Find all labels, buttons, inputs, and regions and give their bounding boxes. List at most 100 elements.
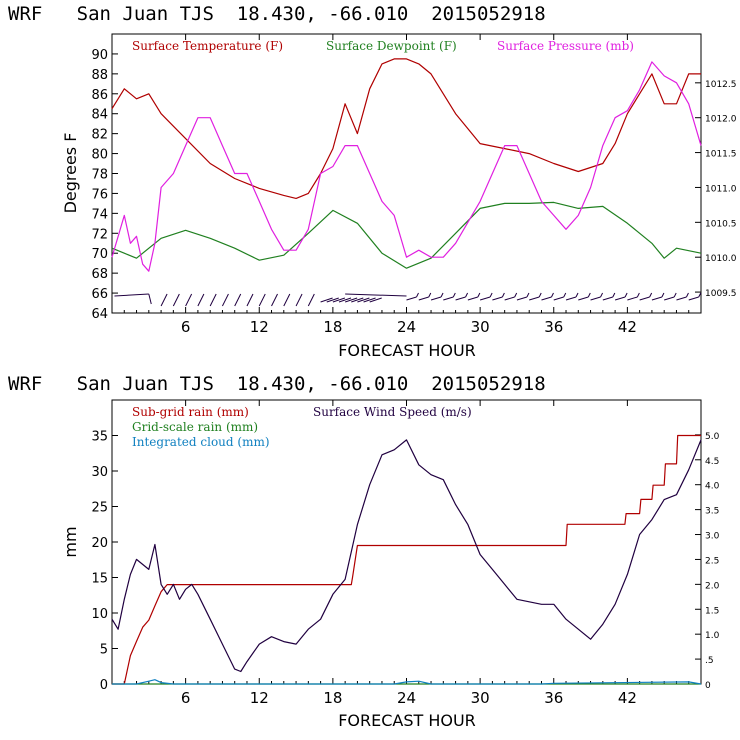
wind-barb: [538, 292, 542, 298]
wind-barb: [686, 292, 689, 298]
wind-barb: [489, 292, 493, 298]
wind-barb: [416, 292, 419, 298]
y-tick-label: 76: [91, 187, 108, 202]
y-tick-label: 80: [91, 148, 108, 163]
wind-barb: [283, 293, 291, 307]
wind-barb: [320, 297, 333, 303]
y2-tick-label: 1010.0: [705, 254, 737, 264]
legend-surface-pressure: Surface Pressure (mb): [497, 39, 634, 53]
y2-tick-label: 5.0: [705, 432, 720, 442]
legend-subgrid-rain: Sub-grid rain (mm): [132, 405, 249, 419]
wind-barb: [295, 293, 303, 307]
wind-barb: [639, 296, 650, 301]
y-tick-label: 20: [91, 536, 108, 551]
wind-barb: [649, 292, 653, 298]
wind-barb: [452, 292, 456, 298]
y2-tick-label: 1012.5: [705, 80, 737, 90]
series-group-bottom: [111, 434, 702, 685]
y-tick-label: 66: [91, 287, 108, 302]
series-line-integrated-cloud: [112, 679, 702, 685]
wind-barb: [351, 297, 364, 303]
wind-barb: [541, 296, 552, 301]
legend-surface-wind-speed: Surface Wind Speed (m/s): [313, 405, 472, 419]
x-tick-label: 12: [250, 318, 269, 336]
y2-tick-label: 1012.0: [705, 115, 737, 125]
wind-barb: [578, 296, 589, 301]
series-group-top: [111, 58, 702, 272]
y-tick-label: 5: [100, 643, 108, 658]
x-tick-label: 30: [471, 689, 490, 707]
y2-tick-label: 1010.5: [705, 219, 737, 229]
y2-tick-label: 3.5: [705, 507, 719, 517]
y-tick-label: 88: [91, 68, 108, 83]
wind-barb: [114, 293, 149, 297]
legend-gridscale-rain: Grid-scale rain (mm): [132, 420, 258, 434]
x-tick-label: 12: [250, 689, 269, 707]
wind-barb: [551, 292, 554, 298]
wind-barb: [492, 296, 503, 301]
x-axis-title-top: FORECAST HOUR: [338, 341, 476, 360]
wind-barb: [443, 296, 454, 301]
wind-barb: [148, 293, 152, 305]
wind-barb: [406, 296, 417, 301]
y-tick-label: 64: [91, 307, 108, 322]
wind-barb: [363, 297, 376, 303]
wind-barb: [651, 296, 663, 301]
wind-barb: [661, 292, 665, 298]
wind-barb: [636, 292, 640, 298]
axes-top: 6 12 18 24 30 36 42 64 66 68 70 72 74 76 78 80 82 84 86 88 9…: [91, 34, 737, 336]
wind-barb: [160, 293, 168, 307]
series-line-surface-temperature: [111, 58, 701, 199]
legend-surface-dewpoint: Surface Dewpoint (F): [326, 39, 457, 53]
y2-tick-label: 3.0: [705, 532, 720, 542]
y2-tick-label: 1011.5: [705, 150, 737, 160]
y2-tick-label: .5: [705, 656, 714, 666]
y-tick-label: 72: [91, 227, 108, 242]
y-tick-label: 74: [91, 207, 108, 222]
wind-barb: [477, 292, 481, 298]
y-tick-label: 35: [91, 430, 108, 445]
y-tick-label: 0: [100, 678, 108, 693]
wind-barb: [516, 296, 528, 301]
y2-tick-label: 4.5: [705, 457, 719, 467]
chart-title-top: WRF San Juan TJS 18.430, -66.010 2015052…: [8, 3, 546, 25]
wind-barb: [197, 293, 205, 307]
wind-barb: [627, 296, 638, 301]
y-tick-label: 70: [91, 247, 108, 262]
wind-barb: [234, 293, 242, 307]
wind-barb: [271, 293, 278, 307]
wind-barb: [357, 297, 370, 303]
x-tick-label: 18: [323, 318, 342, 336]
y2-tick-label: 4.0: [705, 482, 720, 492]
y-tick-label: 15: [91, 572, 108, 587]
y-tick-label: 78: [91, 168, 108, 183]
series-line-sub-grid-rain: [112, 434, 701, 685]
wind-barb: [209, 293, 217, 307]
wind-barb: [465, 292, 469, 298]
wind-barb: [688, 296, 699, 301]
wind-barb: [345, 293, 407, 297]
wind-barb: [673, 292, 677, 298]
wind-barb: [575, 292, 579, 298]
y-tick-label: 25: [91, 501, 108, 516]
y2-tick-label: 2.5: [705, 556, 719, 566]
y-axis-title-bottom: mm: [61, 526, 80, 557]
y-tick-label: 68: [91, 267, 108, 282]
series-line-surface-dewpoint: [111, 201, 702, 269]
wind-barb: [624, 292, 628, 298]
series-line-surface-wind-speed: [111, 439, 702, 673]
y-tick-label: 30: [91, 465, 108, 480]
wind-barb: [600, 292, 604, 298]
y-tick-label: 86: [91, 88, 108, 103]
x-tick-label: 6: [181, 318, 191, 336]
wind-barb: [430, 296, 442, 301]
y2-tick-label: 1011.0: [705, 184, 737, 194]
plot-frame-top: [111, 33, 702, 314]
wind-barb: [514, 292, 518, 298]
wind-barb: [504, 296, 515, 301]
wind-barb: [612, 292, 616, 298]
wind-barb: [467, 296, 478, 301]
wind-barbs-top: [114, 292, 702, 307]
wind-barb: [338, 297, 352, 303]
x-tick-label: 30: [471, 318, 490, 336]
